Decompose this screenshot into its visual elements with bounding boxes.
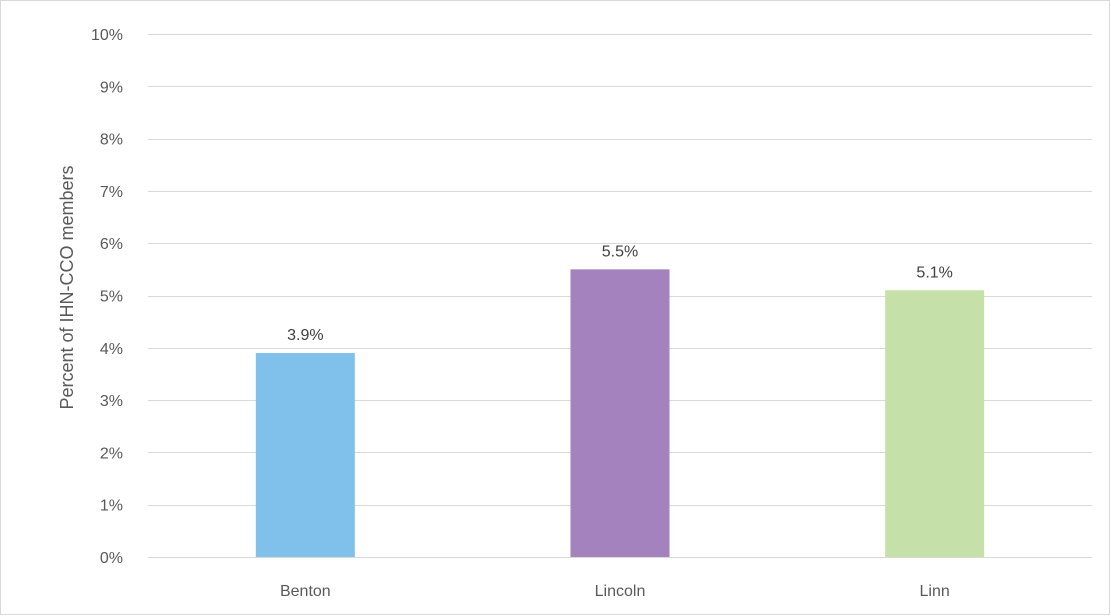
y-axis-tick-labels: 0% 1% 2% 3% 4% 5% 6% 7% 8% 9% 10% bbox=[91, 27, 123, 567]
y-tick-label: 2% bbox=[100, 445, 123, 462]
data-label: 3.9% bbox=[287, 327, 323, 344]
y-tick-label: 10% bbox=[91, 27, 123, 44]
bars bbox=[255, 269, 985, 557]
y-tick-label: 7% bbox=[100, 184, 123, 201]
x-tick-label: Benton bbox=[280, 583, 331, 600]
x-tick-label: Linn bbox=[920, 583, 950, 600]
x-tick-label: Lincoln bbox=[595, 583, 646, 600]
data-label: 5.5% bbox=[602, 243, 638, 260]
bar-benton bbox=[255, 353, 355, 557]
bar-lincoln bbox=[570, 269, 670, 557]
y-tick-label: 3% bbox=[100, 393, 123, 410]
y-tick-label: 8% bbox=[100, 132, 123, 149]
y-tick-label: 9% bbox=[100, 79, 123, 96]
bar-linn bbox=[885, 290, 985, 557]
y-tick-label: 5% bbox=[100, 289, 123, 306]
y-tick-label: 6% bbox=[100, 236, 123, 253]
data-label: 5.1% bbox=[916, 264, 952, 281]
y-tick-label: 4% bbox=[100, 341, 123, 358]
data-labels: 3.9% 5.5% 5.1% bbox=[287, 243, 953, 344]
y-tick-label: 0% bbox=[100, 550, 123, 567]
y-axis-title: Percent of IHN-CCO members bbox=[57, 165, 77, 409]
x-axis-tick-labels: Benton Lincoln Linn bbox=[280, 583, 950, 600]
y-tick-label: 1% bbox=[100, 498, 123, 515]
